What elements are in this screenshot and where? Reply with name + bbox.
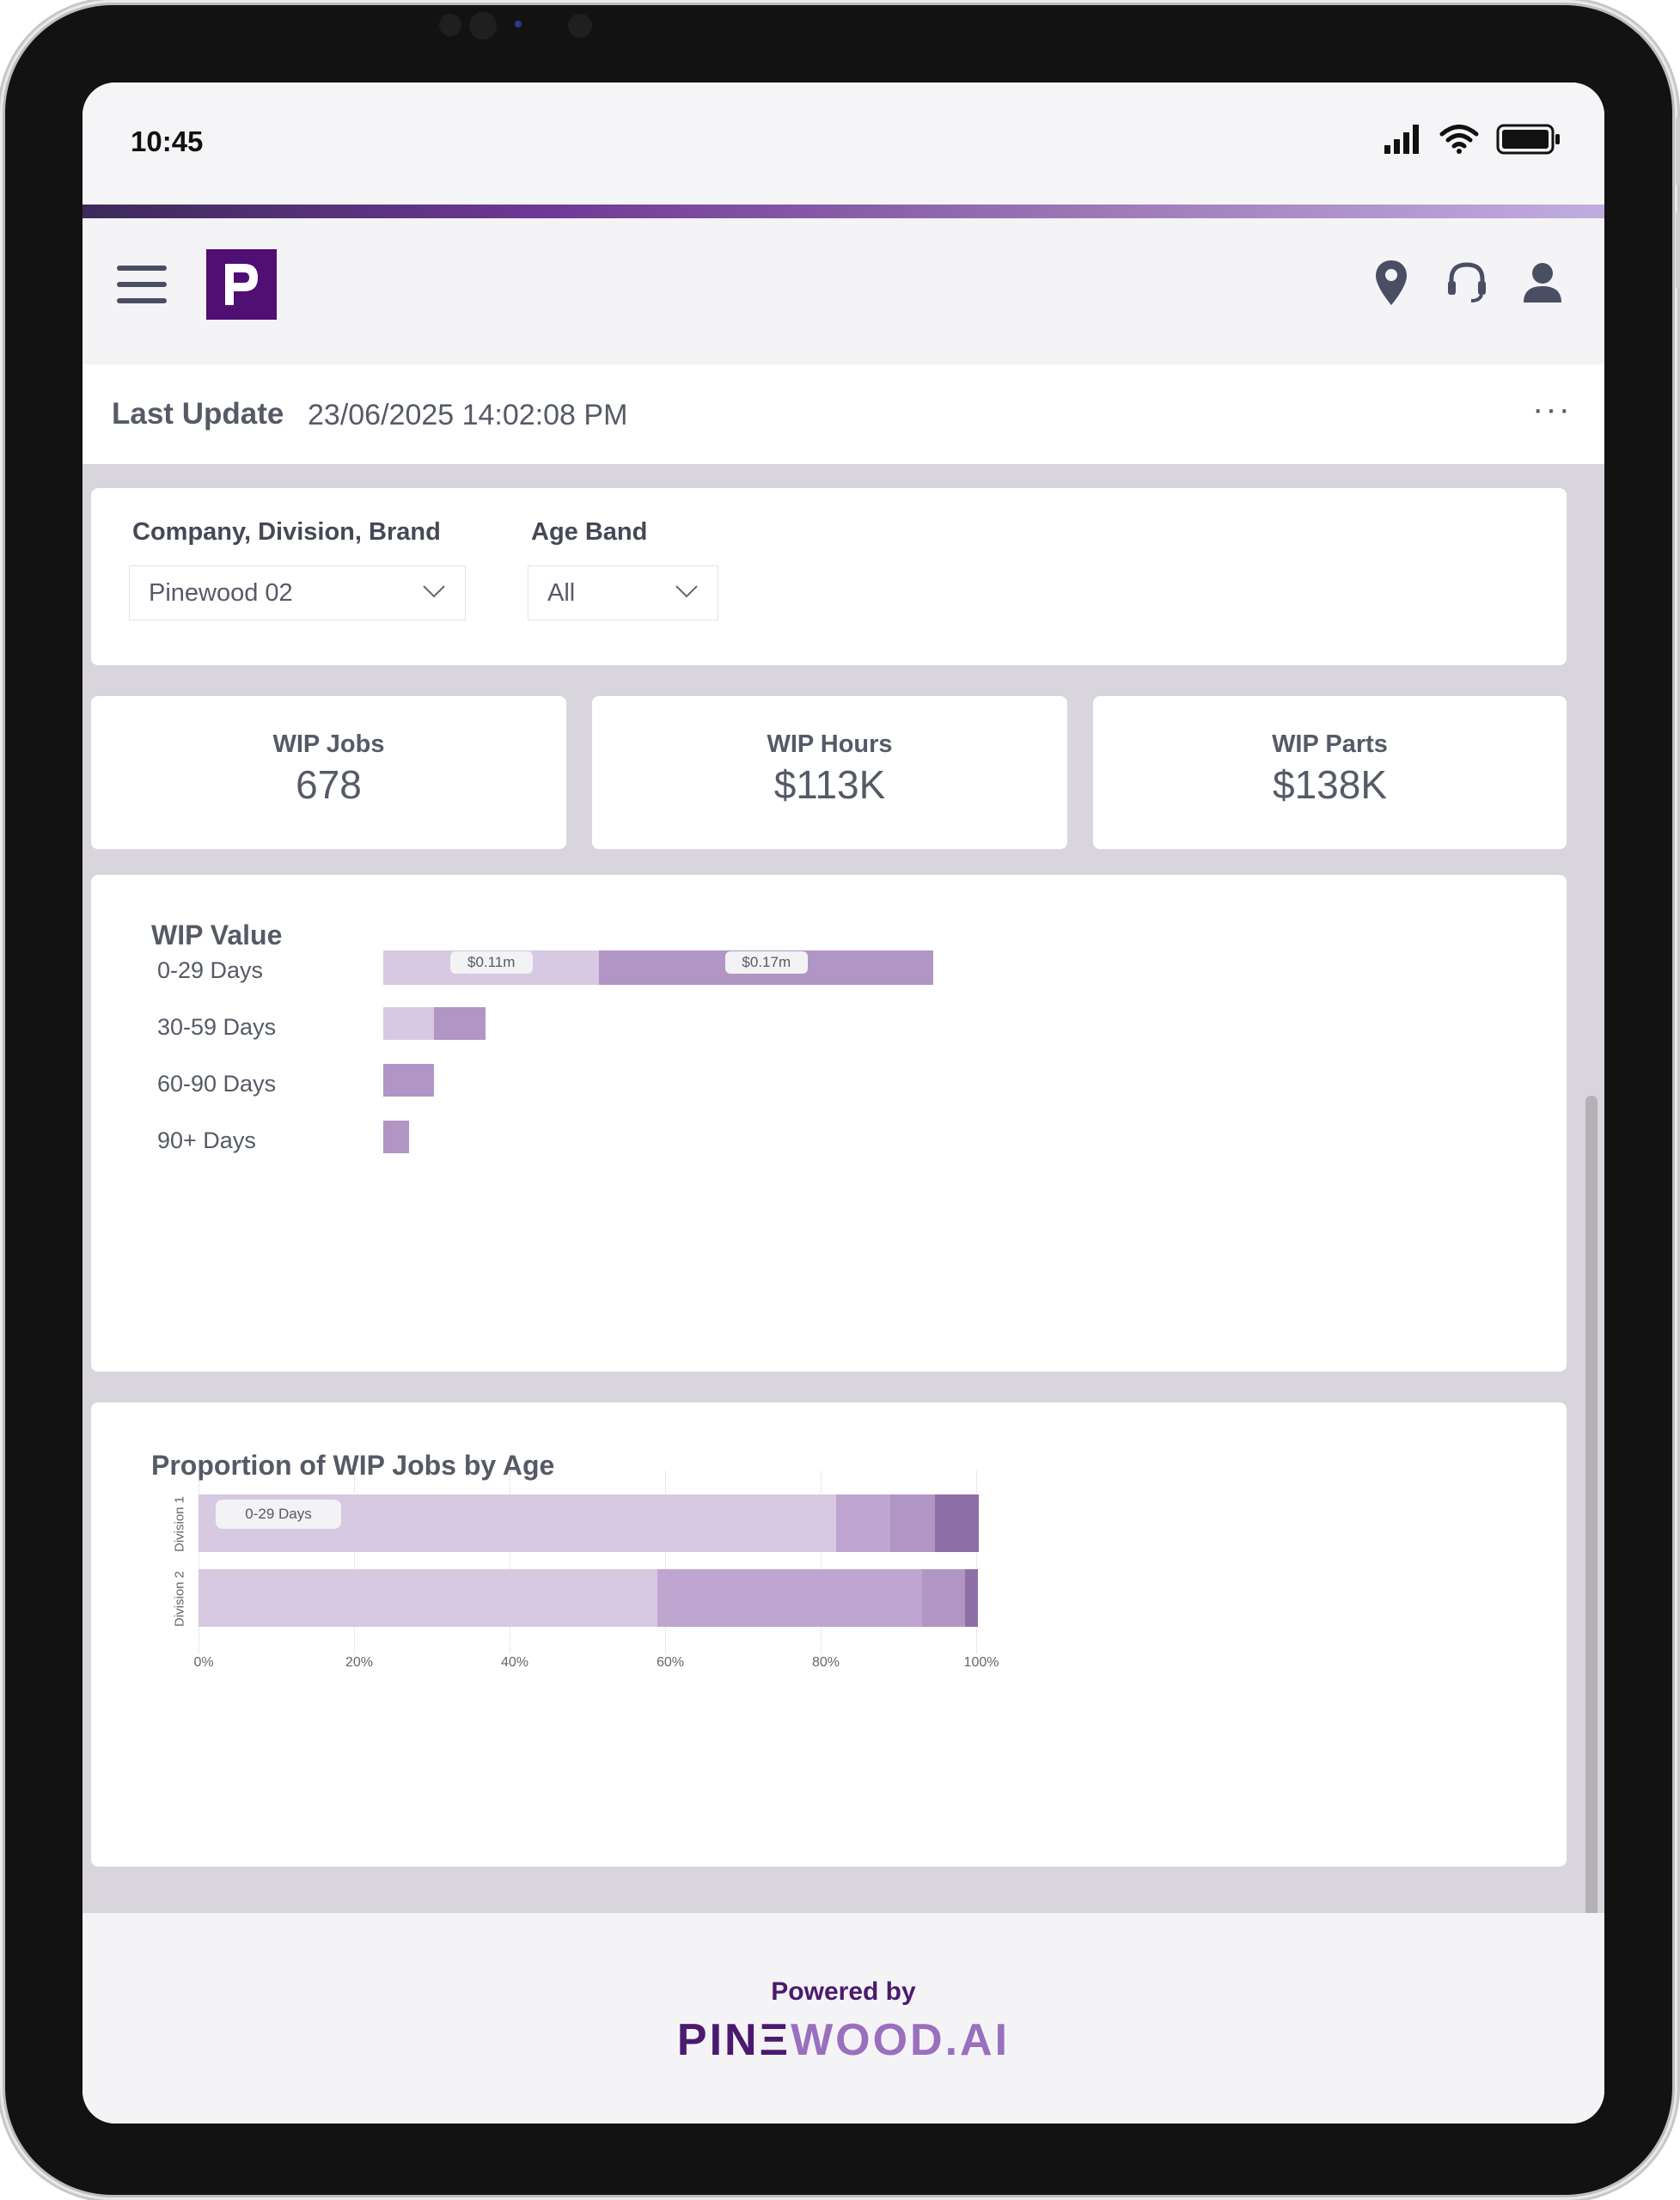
proportion-title: Proportion of WIP Jobs by Age [151, 1450, 555, 1481]
age-band-select-value: All [547, 578, 576, 607]
last-update-bar: Last Update 23/06/2025 14:02:08 PM ··· [82, 364, 1604, 464]
bar-segment[interactable] [890, 1494, 936, 1552]
app-logo[interactable] [206, 249, 277, 320]
chevron-down-icon [675, 585, 698, 598]
hamburger-menu-icon[interactable] [117, 266, 167, 303]
age-band-select[interactable]: All [528, 565, 718, 620]
bar-segment[interactable] [921, 1569, 966, 1627]
pinewood-logo-icon [225, 264, 258, 305]
app-header [82, 218, 1604, 364]
bar-segment[interactable] [383, 1007, 435, 1040]
row-label: Division 1 [172, 1495, 187, 1552]
volume-button [1676, 117, 1680, 186]
bar-segment[interactable] [383, 1121, 409, 1153]
camera-sensor [515, 21, 522, 28]
wip-value-title: WIP Value [151, 920, 283, 950]
proportion-chart: 0% 20% 40% 60% 80% 100% Division 1 Division 2 0-… [91, 1402, 1567, 1867]
x-tick-label: 80% [811, 1655, 840, 1670]
tablet-frame: 10:45 [5, 5, 1680, 2195]
screen: 10:45 [82, 82, 1604, 2124]
x-tick-label: 60% [656, 1655, 685, 1670]
bar-segment[interactable] [434, 1007, 486, 1040]
wip-value-card: WIP Value 0-29 Days $0.11m $0.17m 30-59 Day… [91, 875, 1567, 1372]
chevron-down-icon [423, 585, 445, 598]
x-tick-label: 20% [345, 1655, 374, 1670]
bar-segment[interactable] [657, 1569, 922, 1627]
age-band-filter-label: Age Band [531, 518, 648, 546]
bar-segment[interactable] [965, 1569, 978, 1627]
data-label: $0.17m [724, 951, 808, 974]
status-time: 10:45 [131, 125, 204, 157]
signal-icon [1384, 125, 1419, 154]
more-options-icon[interactable]: ··· [1532, 390, 1572, 428]
filters-card: Company, Division, Brand Pinewood 02 Age… [91, 488, 1567, 665]
bar-segment[interactable] [935, 1494, 979, 1552]
kpi-card-wip-jobs: WIP Jobs 678 [91, 696, 566, 849]
battery-icon [1496, 124, 1560, 155]
grid-line [665, 1471, 666, 1653]
kpi-value: 678 [296, 762, 362, 807]
kpi-value: $138K [1272, 762, 1387, 807]
bar-label: 60-90 Days [157, 1071, 277, 1097]
grid-line [354, 1471, 355, 1653]
pinewood-brand-logo: PINΞWOOD.AI [676, 2015, 1011, 2065]
support-headset-icon[interactable] [1445, 258, 1489, 308]
bar-segment[interactable] [383, 1064, 435, 1097]
kpi-card-wip-parts: WIP Parts $138K [1093, 696, 1567, 849]
camera-dot [439, 14, 461, 36]
x-tick-label: 100% [963, 1655, 999, 1670]
company-select[interactable]: Pinewood 02 [129, 565, 466, 620]
company-filter-label: Company, Division, Brand [132, 518, 441, 546]
kpi-value: $113K [773, 762, 886, 807]
user-profile-icon[interactable] [1520, 258, 1565, 308]
data-label: $0.11m [449, 951, 533, 974]
kpi-label: WIP Parts [1272, 730, 1388, 758]
powered-by-label: Powered by [771, 1977, 916, 2006]
bar-label: 0-29 Days [157, 957, 264, 983]
wip-value-chart: 0-29 Days $0.11m $0.17m 30-59 Days 60-90 Day… [91, 875, 1567, 1372]
row-label: Division 2 [172, 1570, 187, 1627]
dashboard-content: Company, Division, Brand Pinewood 02 Age… [82, 464, 1604, 1964]
segment-label: 0-29 Days [216, 1500, 341, 1529]
bar-label: 30-59 Days [157, 1014, 277, 1040]
last-update-value: 23/06/2025 14:02:08 PM [308, 399, 628, 431]
x-tick-label: 40% [500, 1655, 529, 1670]
proportion-card: Proportion of WIP Jobs by Age 0% 20% 40% 60… [91, 1402, 1567, 1867]
last-update-label: Last Update [112, 397, 284, 431]
grid-line [821, 1471, 822, 1653]
scrollbar[interactable] [1585, 1096, 1598, 1964]
status-icons [1384, 124, 1561, 155]
kpi-card-wip-hours: WIP Hours $113K [592, 696, 1067, 849]
power-button [1676, 211, 1680, 289]
status-bar: 10:45 [82, 82, 1604, 205]
bar-segment[interactable] [199, 1569, 657, 1627]
x-tick-label: 0% [193, 1655, 214, 1670]
grid-line [976, 1471, 977, 1653]
wifi-icon [1439, 125, 1479, 154]
bar-label: 90+ Days [157, 1128, 256, 1153]
bar-segment[interactable] [836, 1494, 891, 1552]
footer: Powered by PINΞWOOD.AI [82, 1913, 1604, 2124]
header-actions [1369, 258, 1565, 308]
kpi-label: WIP Hours [767, 730, 893, 758]
company-select-value: Pinewood 02 [149, 578, 293, 607]
location-pin-icon[interactable] [1369, 258, 1414, 308]
camera-dot [568, 14, 592, 38]
brand-gradient-bar [82, 205, 1604, 218]
kpi-label: WIP Jobs [272, 730, 385, 758]
camera-lens [469, 12, 497, 40]
